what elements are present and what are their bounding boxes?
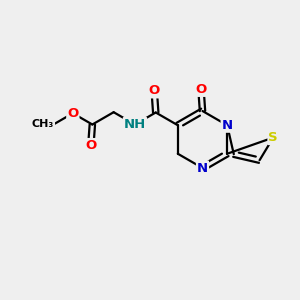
Text: N: N: [222, 119, 233, 132]
Text: N: N: [197, 161, 208, 175]
Text: O: O: [85, 139, 97, 152]
Text: CH₃: CH₃: [32, 119, 54, 129]
Text: O: O: [148, 84, 160, 98]
Text: S: S: [268, 131, 278, 144]
Text: NH: NH: [124, 118, 146, 131]
Text: O: O: [195, 83, 207, 96]
Text: O: O: [67, 107, 79, 120]
